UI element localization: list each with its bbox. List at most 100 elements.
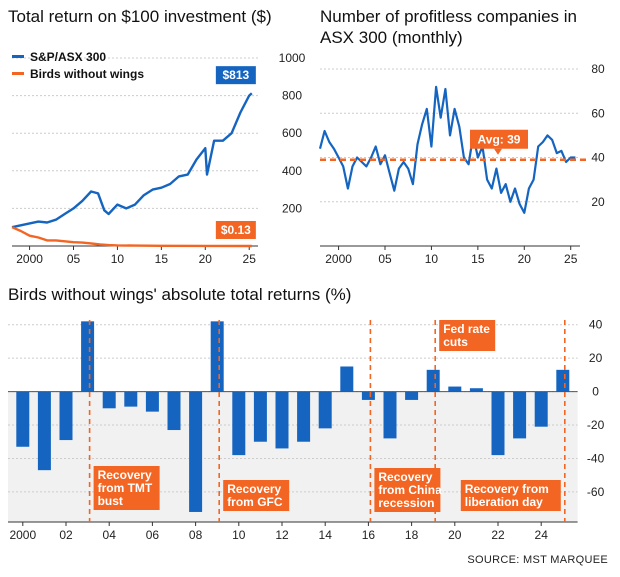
absolute-returns-chart: 40 20 0 -20 -40 -60 2000 02 04 06 08 10 12 14 16 18 20 22…	[8, 318, 605, 542]
bar-2010	[232, 391, 246, 456]
end-label-box-asx300	[215, 66, 256, 85]
bar-2016	[361, 391, 375, 400]
annotation-label: Recovery from China recession	[378, 470, 442, 510]
annotation-label: Recovery from GFC	[227, 482, 283, 509]
average-label-pointer	[494, 148, 502, 155]
y-tick-label: -40	[587, 451, 605, 465]
end-label-birds: $0.13	[221, 223, 251, 237]
bar-2022	[491, 391, 505, 456]
x-tick-label: 16	[362, 528, 376, 542]
bar-2021	[469, 388, 483, 392]
bar-2005	[124, 391, 138, 407]
x-tick-label: 10	[111, 252, 125, 266]
profitless-line	[318, 85, 576, 214]
bar-2003	[81, 321, 95, 392]
chart1-legend: S&P/ASX 300 Birds without wings	[12, 48, 144, 82]
y-tick-label: 60	[591, 106, 605, 120]
bar-2008	[189, 391, 203, 512]
birds-line	[11, 226, 252, 248]
legend-label-asx300: S&P/ASX 300	[30, 49, 107, 64]
y-tick-label: 80	[591, 62, 605, 76]
y-tick-label: 40	[589, 318, 603, 332]
x-tick-label: 20	[199, 252, 213, 266]
annotation-box	[374, 468, 441, 512]
x-tick-label: 15	[471, 252, 485, 266]
x-tick-label: 24	[535, 528, 549, 542]
bar-2018	[405, 391, 419, 400]
end-label-asx300: $813	[222, 68, 249, 82]
y-tick-label: 800	[282, 89, 302, 103]
y-tick-label: 1000	[279, 51, 306, 65]
x-tick-label: 08	[189, 528, 203, 542]
x-tick-label: 15	[155, 252, 169, 266]
x-tick-label: 2000	[9, 528, 36, 542]
x-tick-label: 20	[448, 528, 462, 542]
x-tick-label: 04	[103, 528, 117, 542]
bar-2012	[275, 391, 289, 449]
bar-2024	[534, 391, 548, 427]
y-tick-label: 20	[591, 195, 605, 209]
x-tick-label: 18	[405, 528, 419, 542]
chart1-panel: 200 400 600 800 1000 2000 05 10 15 20 25 $813 $0.13 …	[8, 44, 312, 266]
x-tick-label: 10	[425, 252, 439, 266]
y-tick-label: 20	[589, 351, 603, 365]
profitless-companies-chart: 20 40 60 80 2000 05 10 15 20 25 Avg: 39	[318, 62, 605, 266]
bar-2001	[37, 391, 51, 471]
bar-2004	[102, 391, 116, 409]
bar-2011	[253, 391, 267, 442]
x-tick-label: 10	[232, 528, 246, 542]
chart3-title: Birds without wings' absolute total retu…	[8, 285, 352, 304]
annotation-box	[439, 320, 496, 351]
x-tick-label: 25	[243, 252, 257, 266]
y-tick-label: 600	[282, 126, 302, 140]
bar-2002	[59, 391, 73, 441]
bar-2019	[426, 369, 440, 392]
bar-2006	[145, 391, 159, 412]
y-tick-label: 0	[592, 385, 599, 399]
average-label: Avg: 39	[478, 133, 521, 147]
bar-2007	[167, 391, 181, 431]
annotation-label: Fed rate cuts	[443, 322, 490, 349]
legend-swatch-orange	[12, 72, 24, 75]
annotation-box	[223, 480, 290, 511]
average-label-box	[470, 129, 528, 149]
bar-2014	[318, 391, 332, 429]
annotation-box	[93, 466, 160, 510]
total-return-chart: 200 400 600 800 1000 2000 05 10 15 20 25 $813 $0.13	[11, 51, 306, 266]
bar-2023	[513, 391, 527, 439]
x-tick-label: 2000	[16, 252, 43, 266]
chart2-panel: 20 40 60 80 2000 05 10 15 20 25 Avg: 39	[318, 58, 610, 266]
annotation-label: Recovery from liberation day	[465, 482, 549, 509]
legend-label-birds: Birds without wings	[30, 66, 144, 81]
y-tick-label: 40	[591, 151, 605, 165]
x-tick-label: 20	[518, 252, 532, 266]
bar-2015	[340, 366, 354, 392]
x-tick-label: 22	[491, 528, 505, 542]
y-tick-label: 400	[282, 164, 302, 178]
y-tick-label: -20	[587, 418, 605, 432]
legend-swatch-blue	[12, 55, 24, 58]
chart1-title: Total return on $100 investment ($)	[8, 7, 272, 26]
annotation-label: Recovery from TMT bust	[98, 468, 153, 508]
x-tick-label: 02	[59, 528, 73, 542]
y-tick-label: -60	[587, 485, 605, 499]
end-label-box-birds	[215, 220, 256, 239]
bar-2020	[448, 386, 462, 392]
legend-item-asx300: S&P/ASX 300	[12, 48, 144, 65]
x-tick-label: 2000	[325, 252, 352, 266]
chart3-panel: 40 20 0 -20 -40 -60 2000 02 04 06 08 10 12 14 16 18 20 22…	[8, 318, 616, 544]
x-tick-label: 06	[146, 528, 160, 542]
bar-2025	[556, 369, 570, 392]
x-tick-label: 25	[564, 252, 578, 266]
bar-2009	[210, 321, 224, 392]
annotation-box	[460, 480, 561, 511]
chart2-title: Number of profitless companies in ASX 30…	[320, 7, 578, 47]
legend-item-birds: Birds without wings	[12, 65, 144, 82]
source-note: SOURCE: MST MARQUEE	[467, 554, 608, 566]
bar-2017	[383, 391, 397, 439]
y-tick-label: 200	[282, 201, 302, 215]
x-tick-label: 12	[275, 528, 289, 542]
x-tick-label: 14	[319, 528, 333, 542]
bar-2013	[297, 391, 311, 442]
x-tick-label: 05	[67, 252, 81, 266]
